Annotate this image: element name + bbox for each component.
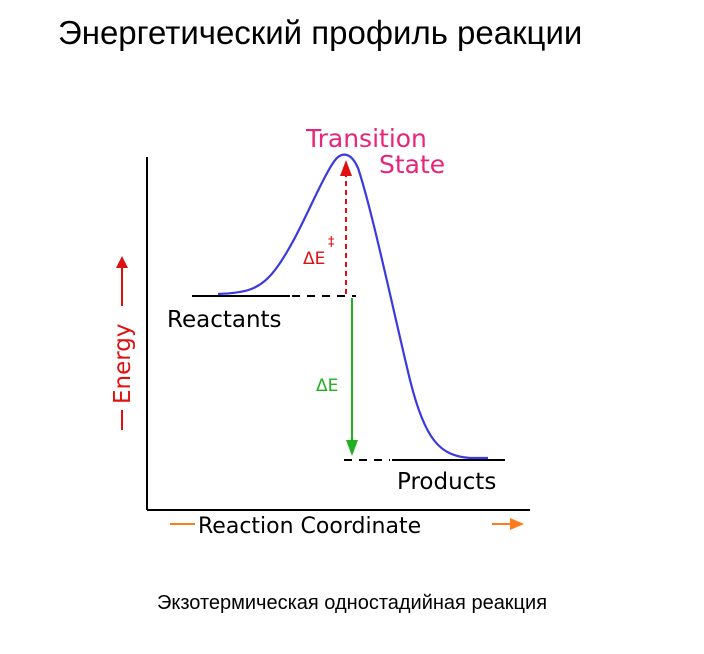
x-axis-label: Reaction Coordinate [198,514,421,539]
transition-state-label-line1: Transition [305,124,427,153]
page-title: Энергетический профиль реакции [58,14,583,51]
activation-arrowhead [340,160,352,176]
y-axis-label-arrowhead [116,256,128,268]
activation-energy-symbol: ‡ [328,235,335,250]
reactants-label: Reactants [167,307,282,333]
products-label: Products [397,469,496,495]
activation-energy-label: ΔE [303,249,325,269]
y-axis-label: Energy [110,323,136,404]
energy-curve [217,153,488,460]
reaction-energy-label: ΔE [316,376,338,396]
x-axis-label-arrowhead [510,518,524,530]
y-axis-label-group: Energy [110,256,136,430]
reaction-arrowhead [346,440,358,456]
diagram-caption: Экзотермическая одностадийная реакция [156,592,548,614]
transition-state-label-line2: State [379,150,445,179]
